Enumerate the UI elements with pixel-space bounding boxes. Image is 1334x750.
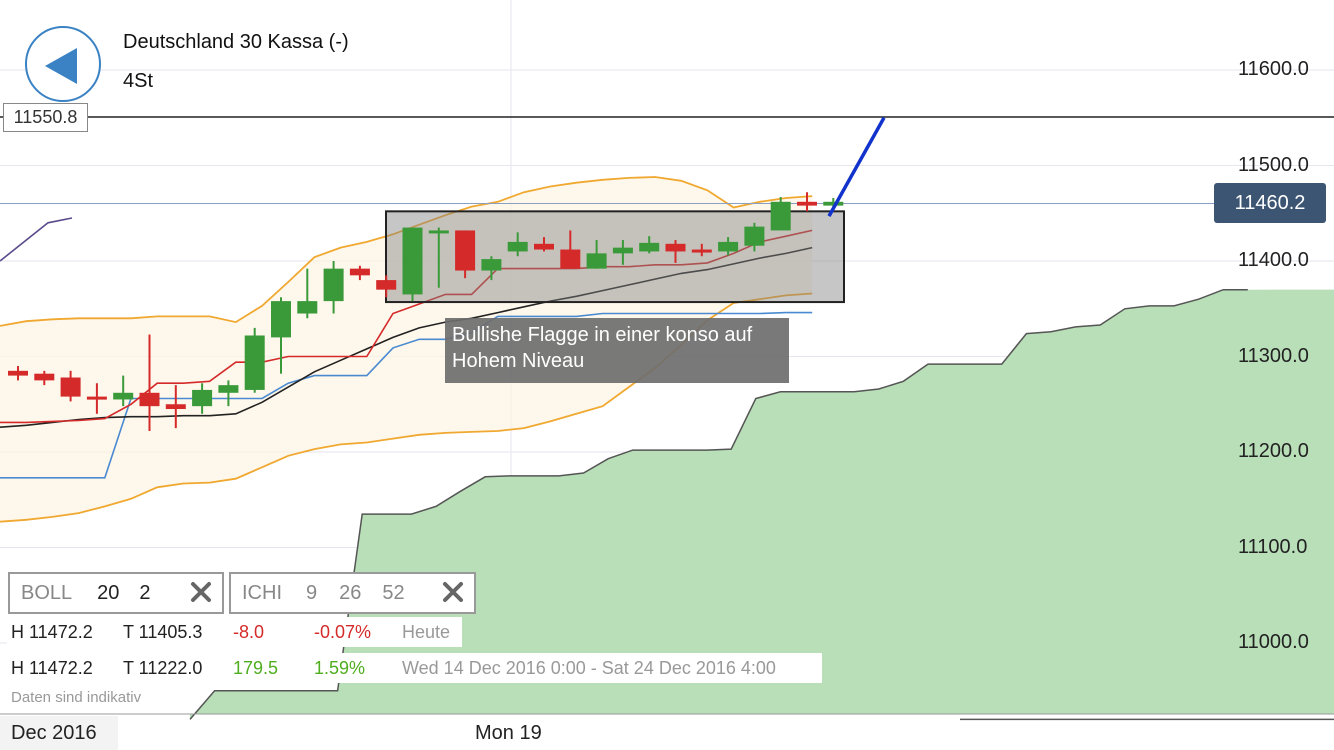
candle-body <box>428 230 449 234</box>
tenkan-line <box>0 311 813 479</box>
candle-body <box>639 242 660 252</box>
kijun-line <box>0 229 813 424</box>
candle-body <box>244 335 265 390</box>
candle-body <box>8 370 28 376</box>
indicator-name: ICHI <box>242 581 282 604</box>
candle-body <box>165 404 186 410</box>
back-arrow-icon <box>45 48 77 84</box>
candle-body <box>192 389 213 407</box>
indicator-name: BOLL <box>21 581 73 604</box>
candle-body <box>297 301 318 314</box>
candle-body <box>481 259 502 271</box>
y-tick-label: 11200.0 <box>1238 440 1309 462</box>
timeframe-label: 4St <box>123 70 154 92</box>
indicator-param: 2 <box>139 581 151 604</box>
cloud-bottom-line <box>960 718 1334 721</box>
close-icon[interactable] <box>190 581 212 603</box>
stat-high: H 11472.2 <box>11 621 93 642</box>
stat-change: 179.5 <box>233 657 279 678</box>
candle-body <box>507 241 528 252</box>
stat-low: T 11405.3 <box>123 621 203 642</box>
candle-body <box>455 230 476 271</box>
y-tick-label: 11100.0 <box>1238 535 1308 558</box>
stat-high: H 11472.2 <box>11 657 93 678</box>
stat-change-pct: -0.07% <box>314 621 372 642</box>
trend-line <box>827 116 886 217</box>
candle-body <box>744 226 765 246</box>
chikou-line <box>0 217 73 262</box>
candle-body <box>691 249 712 253</box>
candle-body <box>349 268 370 276</box>
stat-low: T 11222.0 <box>123 657 203 678</box>
candle-body <box>60 377 81 397</box>
indicator-ichi[interactable]: ICHI 9 26 52 <box>229 572 476 614</box>
x-label-mon-19: Mon 19 <box>475 722 542 744</box>
indicator-param: 9 <box>306 581 318 604</box>
ichimoku-cloud <box>190 289 1334 720</box>
indicator-boll[interactable]: BOLL 20 2 <box>8 572 224 614</box>
y-tick-label: 11400.0 <box>1238 249 1309 271</box>
line-price-label[interactable]: 11550.8 <box>3 103 88 132</box>
bollinger-band-fill <box>0 177 813 522</box>
candle-body <box>534 243 554 250</box>
stat-change: -8.0 <box>233 621 265 642</box>
x-label-dec-2016: Dec 2016 <box>11 722 97 744</box>
candle-body <box>218 385 239 393</box>
candle-body <box>797 201 817 206</box>
disclaimer: Daten sind indikativ <box>11 689 142 706</box>
candle-body <box>823 201 844 206</box>
instrument-title: Deutschland 30 Kassa (-) <box>123 31 349 53</box>
y-tick-label: 11300.0 <box>1238 344 1309 367</box>
candle-body <box>770 201 791 231</box>
candle-body <box>402 227 423 295</box>
candle-body <box>113 392 134 400</box>
indicator-param: 20 <box>97 581 120 604</box>
cloud-top-line <box>189 288 1248 720</box>
candle-body <box>665 243 686 252</box>
candle-body <box>612 247 633 254</box>
y-tick-label: 11000.0 <box>1238 631 1309 653</box>
indicator-param: 26 <box>339 581 362 604</box>
candle-body <box>86 396 107 400</box>
stat-period: Heute <box>402 621 451 642</box>
candle-body <box>586 253 607 269</box>
chart-annotation[interactable]: Bullishe Flagge in einer konso auf Hohem… <box>445 318 789 383</box>
candle-body <box>560 249 581 269</box>
candle-body <box>34 373 55 381</box>
sma-line <box>0 246 813 428</box>
stat-period: Wed 14 Dec 2016 0:00 - Sat 24 Dec 2016 4… <box>402 657 776 678</box>
y-tick-label: 11500.0 <box>1238 153 1309 176</box>
candle-body <box>139 392 160 407</box>
back-button[interactable] <box>25 26 101 102</box>
close-icon[interactable] <box>442 581 464 603</box>
candle-body <box>718 241 739 252</box>
indicator-param: 52 <box>382 581 405 604</box>
current-price-label: 11460.2 <box>1214 183 1326 223</box>
candle-body <box>323 268 344 302</box>
y-tick-label: 11600.0 <box>1238 58 1309 80</box>
stats-row-today: H 11472.2 T 11405.3 -8.0 -0.07% Heute <box>7 617 462 647</box>
candle-body <box>376 280 397 290</box>
stat-change-pct: 1.59% <box>314 657 366 678</box>
x-label-background <box>0 716 118 750</box>
candle-body <box>271 301 291 338</box>
stats-row-range: H 11472.2 T 11222.0 179.5 1.59% Wed 14 D… <box>7 653 822 683</box>
